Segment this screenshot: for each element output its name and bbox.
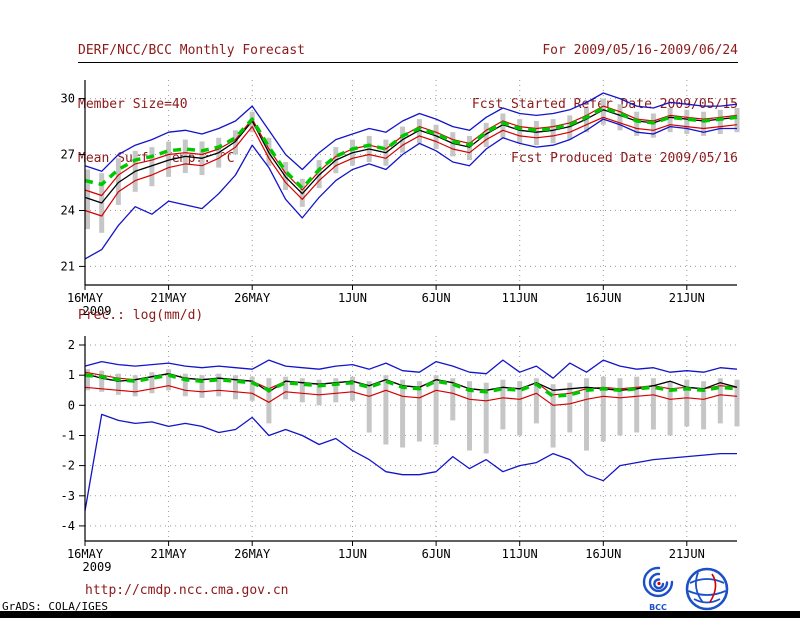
svg-text:6JUN: 6JUN — [422, 291, 451, 305]
forecast-range-label: For 2009/05/16-2009/06/24 — [542, 43, 738, 58]
svg-text:26MAY: 26MAY — [234, 547, 271, 561]
page-title: DERF/NCC/BCC Monthly Forecast — [78, 43, 305, 58]
svg-text:1JUN: 1JUN — [338, 547, 367, 561]
svg-text:26MAY: 26MAY — [234, 291, 271, 305]
member-size-label: Member Size=40 — [78, 97, 188, 112]
svg-text:21MAY: 21MAY — [151, 547, 188, 561]
grads-credit: GrADS: COLA/IGES — [2, 600, 108, 613]
svg-text:2009: 2009 — [83, 560, 112, 574]
footer-logos: BCC — [640, 564, 730, 612]
svg-text:-3: -3 — [61, 489, 75, 503]
source-url: http://cmdp.ncc.cma.gov.cn — [85, 583, 289, 598]
svg-text:21: 21 — [61, 259, 75, 273]
temperature-chart: 16MAY 21MAY 26MAY 1JUN 6JUN 11JUN 16JUN 21JUN 21… — [61, 80, 740, 318]
svg-text:16JUN: 16JUN — [585, 547, 621, 561]
svg-text:21MAY: 21MAY — [151, 291, 188, 305]
svg-text:6JUN: 6JUN — [422, 547, 451, 561]
svg-text:0: 0 — [68, 398, 75, 412]
svg-text:-1: -1 — [61, 429, 75, 443]
svg-text:2: 2 — [68, 338, 75, 352]
svg-text:11JUN: 11JUN — [502, 547, 538, 561]
svg-text:11JUN: 11JUN — [502, 291, 538, 305]
svg-text:27: 27 — [61, 148, 75, 162]
svg-text:16MAY: 16MAY — [67, 547, 104, 561]
bcc-logo: BCC — [642, 566, 674, 612]
svg-text:1JUN: 1JUN — [338, 291, 367, 305]
svg-text:2009: 2009 — [83, 304, 112, 318]
svg-text:21JUN: 21JUN — [669, 547, 705, 561]
svg-text:16JUN: 16JUN — [585, 291, 621, 305]
svg-text:-4: -4 — [61, 519, 75, 533]
bottom-bar — [0, 611, 800, 618]
prec-chart-title: Prec.: log(mm/d) — [78, 308, 204, 323]
svg-text:-2: -2 — [61, 459, 75, 473]
svg-text:24: 24 — [61, 204, 75, 218]
bcc-logo-label: BCC — [649, 603, 667, 612]
cma-logo — [685, 567, 729, 611]
svg-text:30: 30 — [61, 92, 75, 106]
svg-text:1: 1 — [68, 368, 75, 382]
svg-text:21JUN: 21JUN — [669, 291, 705, 305]
svg-text:16MAY: 16MAY — [67, 291, 104, 305]
header-divider — [78, 62, 738, 63]
precipitation-chart: 16MAY 21MAY 26MAY 1JUN 6JUN 11JUN 16JUN 21JUN -4… — [61, 336, 740, 574]
